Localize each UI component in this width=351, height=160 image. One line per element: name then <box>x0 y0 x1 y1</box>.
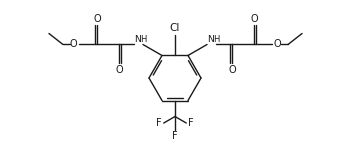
Text: H: H <box>213 35 219 44</box>
Text: N: N <box>134 35 141 44</box>
Text: H: H <box>140 35 146 44</box>
Text: Cl: Cl <box>170 24 180 33</box>
Text: F: F <box>172 131 178 140</box>
Text: F: F <box>188 118 194 128</box>
Text: O: O <box>228 65 236 75</box>
Text: O: O <box>274 40 282 49</box>
Text: O: O <box>115 65 123 75</box>
Text: O: O <box>250 14 258 24</box>
Text: F: F <box>156 118 161 128</box>
Text: O: O <box>69 40 77 49</box>
Text: N: N <box>207 35 214 44</box>
Text: O: O <box>93 14 101 24</box>
